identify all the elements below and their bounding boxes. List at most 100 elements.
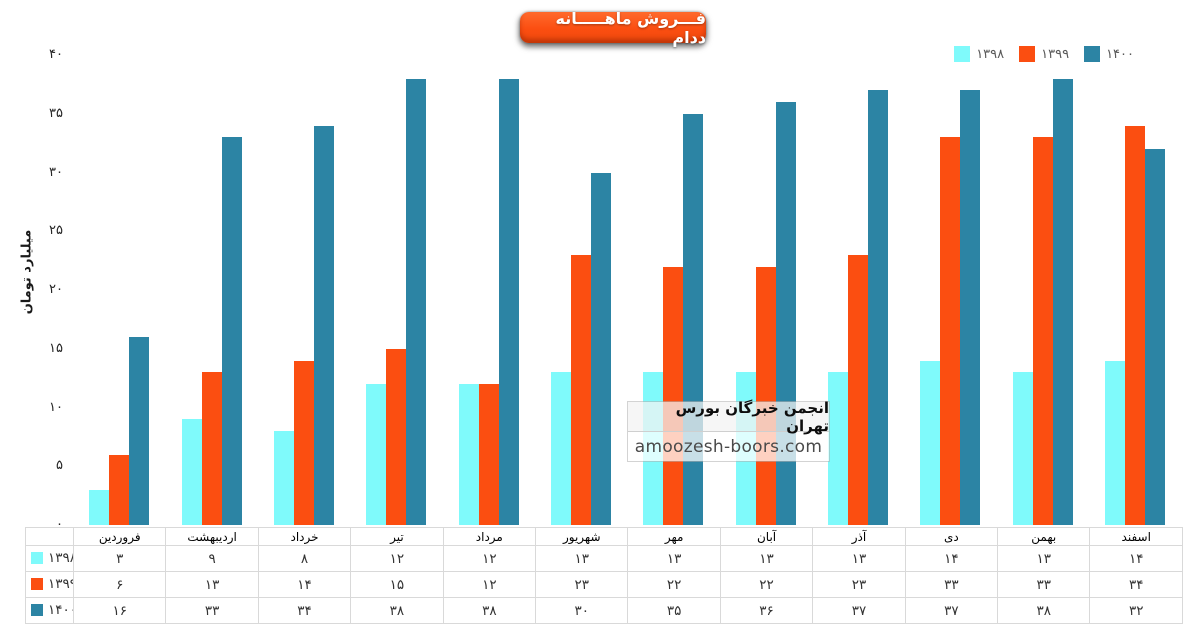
series-data-row: ۱۳۹۹۶۱۳۱۴۱۵۱۲۲۳۲۲۲۲۲۳۳۳۳۳۳۴ (25, 571, 1183, 598)
y-tick-label: ۳۰ (49, 164, 63, 180)
value-cell: ۱۳ (627, 545, 721, 572)
value-cell: ۳۳ (904, 571, 999, 598)
value-cell: ۱۴ (904, 545, 999, 572)
bar (406, 78, 427, 525)
series-header-content: ۱۳۹۹ (27, 575, 73, 592)
series-swatch-icon (31, 551, 43, 564)
bar (847, 254, 868, 525)
bar (940, 137, 961, 525)
value-cell: ۱۴ (257, 571, 352, 598)
data-table: فروردین اردیبهشت خرداد تیر مرداد شهریور مهر آبا… (25, 527, 1183, 624)
chart-title: فـــروش ماهـــــانه ددام (520, 9, 706, 47)
month-header-cell: آبان (719, 527, 814, 546)
legend-label: ۱۳۹۸ (976, 46, 1005, 62)
value-cell: ۳۶ (719, 597, 814, 624)
value-cell: ۱۲ (442, 571, 537, 598)
value-cell: ۳۸ (997, 597, 1091, 624)
value-cell: ۳۳ (165, 597, 259, 624)
bar (221, 137, 242, 525)
series-year-label: ۱۴۰۰ (48, 601, 73, 618)
legend-swatch-icon (1084, 46, 1101, 62)
y-tick-label: ۲۰ (49, 282, 63, 297)
bar (683, 113, 704, 525)
bar (293, 360, 314, 525)
value-cell: ۶ (72, 571, 167, 598)
watermark: انجمن خبرگان بورس تهران amoozesh-boors.c… (627, 399, 830, 462)
bar (1124, 125, 1145, 525)
value-cell: ۱۴ (1089, 545, 1183, 572)
value-cell: ۱۳ (997, 545, 1091, 572)
bar (1104, 360, 1125, 525)
month-header-cell: مهر (627, 527, 721, 546)
value-cell: ۳۸ (350, 597, 444, 624)
month-header-cell: آذر (812, 527, 906, 546)
bar (570, 254, 591, 525)
legend-swatch-icon (954, 46, 971, 62)
y-tick-label: ۰ (56, 517, 63, 532)
bar (867, 90, 888, 525)
value-cell: ۸ (257, 545, 352, 572)
bar (960, 90, 981, 525)
y-axis-ticks: ۰ ۵ ۱۰ ۱۵ ۲۰ ۲۵ ۳۰ ۳۵ ۴۰ (0, 47, 63, 532)
bar (1052, 78, 1073, 525)
series-swatch-icon (31, 603, 43, 616)
watermark-website-text: amoozesh-boors.com (628, 432, 829, 461)
value-cell: ۳۵ (627, 597, 721, 624)
value-cell: ۳۳ (997, 571, 1091, 598)
value-cell: ۳۴ (257, 597, 352, 624)
bar (498, 78, 519, 525)
value-cell: ۳۲ (1089, 597, 1183, 624)
y-tick-label: ۱۵ (49, 340, 63, 356)
value-cell: ۲۳ (812, 571, 906, 598)
legend-item: ۱۳۹۹ (1019, 46, 1069, 62)
bar (1012, 372, 1033, 525)
bar (755, 266, 776, 525)
bar (920, 360, 941, 525)
series-data-row: ۱۳۹۸۳۹۸۱۲۱۲۱۳۱۳۱۳۱۳۱۴۱۳۱۴ (25, 545, 1183, 572)
value-cell: ۲۲ (719, 571, 814, 598)
value-cell: ۳۰ (535, 597, 629, 624)
y-tick-label: ۲۵ (49, 223, 63, 239)
bar (201, 372, 222, 525)
value-cell: ۹ (165, 545, 259, 572)
watermark-association-text: انجمن خبرگان بورس تهران (628, 399, 829, 435)
bar (1032, 137, 1053, 525)
legend: ۱۳۹۸ ۱۳۹۹ ۱۴۰۰ (954, 46, 1134, 62)
month-header-row: فروردین اردیبهشت خرداد تیر مرداد شهریور مهر آبا… (25, 527, 1183, 546)
month-header-cell: تیر (350, 527, 444, 546)
bar (827, 372, 848, 525)
y-tick-label: ۳۵ (49, 105, 63, 121)
value-cell: ۳۸ (442, 597, 537, 624)
bar (478, 384, 499, 525)
bar (386, 348, 407, 525)
bar (89, 489, 110, 525)
series-swatch-icon (31, 577, 43, 590)
value-cell: ۳۷ (812, 597, 906, 624)
value-cell: ۲۳ (535, 571, 629, 598)
y-tick-label: ۵ (56, 458, 63, 474)
value-cell: ۱۳ (165, 571, 259, 598)
value-cell: ۳۷ (904, 597, 999, 624)
series-header-content: ۱۳۹۸ (27, 550, 73, 566)
month-header-cell: خرداد (257, 527, 352, 546)
month-header-cell: اردیبهشت (165, 527, 259, 546)
bar (590, 172, 611, 525)
value-cell: ۳ (72, 545, 167, 572)
bar (129, 337, 150, 525)
series-row-header: ۱۳۹۸ (25, 545, 74, 572)
value-cell: ۱۳ (719, 545, 814, 572)
series-row-header: ۱۴۰۰ (25, 597, 74, 624)
legend-swatch-icon (1019, 46, 1036, 62)
bar (550, 372, 571, 525)
bar (663, 266, 684, 525)
bar (313, 125, 334, 525)
bar (109, 454, 130, 525)
month-header-cell: فروردین (72, 527, 167, 546)
series-year-label: ۱۳۹۹ (48, 575, 73, 592)
value-cell: ۳۴ (1089, 571, 1183, 598)
y-tick-label: ۴۰ (49, 47, 63, 62)
value-cell: ۱۶ (72, 597, 167, 624)
y-tick-label: ۱۰ (49, 399, 63, 415)
bar (273, 431, 294, 525)
